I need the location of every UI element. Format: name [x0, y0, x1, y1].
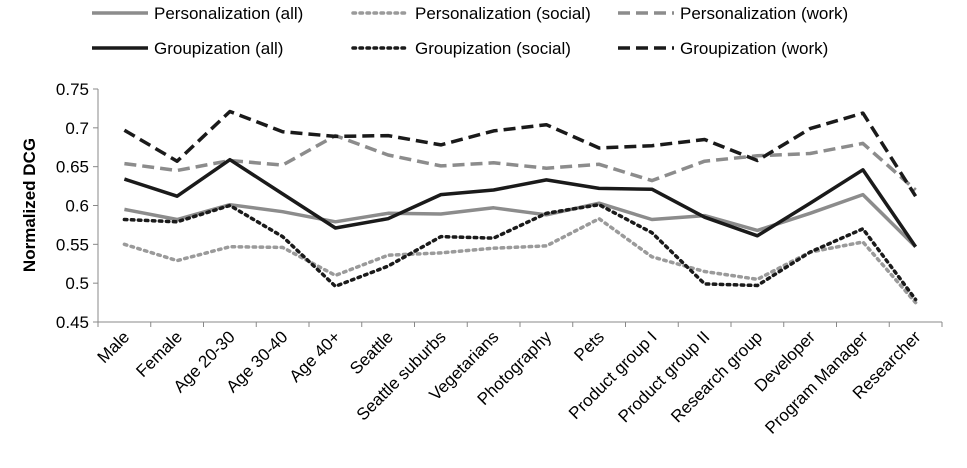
- series-line-groupization-all: [123, 157, 918, 248]
- y-axis-label: Normalized DCG: [20, 138, 39, 272]
- legend-label-groupization-social: Groupization (social): [415, 39, 571, 58]
- x-tick-label: Research group: [667, 327, 766, 426]
- series-line-groupization-social: [122, 202, 918, 302]
- series-line-personalization-all: [124, 192, 917, 248]
- x-tick-label: Pets: [570, 327, 607, 364]
- legend-label-groupization-all: Groupization (all): [154, 39, 283, 58]
- y-tick-label: 0.6: [65, 197, 89, 216]
- legend: Personalization (all) Personalization (so…: [92, 4, 848, 58]
- y-tick-label: 0.5: [65, 274, 89, 293]
- y-tick-label: 0.65: [56, 158, 89, 177]
- series-line-personalization-social: [122, 216, 918, 305]
- series-line-groupization-work: [123, 109, 918, 198]
- series-lines: [122, 109, 918, 305]
- y-tick-label: 0.75: [56, 80, 89, 99]
- y-tick-label: 0.55: [56, 235, 89, 254]
- x-tick-label: Age 40+: [286, 327, 345, 386]
- x-tick-label: Seattle: [346, 327, 397, 378]
- legend-label-groupization-work: Groupization (work): [680, 39, 828, 58]
- x-tick-label: Male: [94, 327, 133, 366]
- legend-label-personalization-social: Personalization (social): [415, 4, 591, 23]
- y-ticks: 0.45 0.5 0.55 0.6 0.65 0.7 0.75: [56, 80, 98, 332]
- x-tick-label: Female: [132, 327, 186, 381]
- y-tick-label: 0.45: [56, 313, 89, 332]
- y-tick-label: 0.7: [65, 119, 89, 138]
- legend-label-personalization-all: Personalization (all): [154, 4, 303, 23]
- x-tick-label: Product group II: [614, 327, 713, 426]
- x-tick-label: Seattle suburbs: [353, 327, 450, 424]
- legend-label-personalization-work: Personalization (work): [680, 4, 848, 23]
- series-line-personalization-work: [124, 133, 917, 192]
